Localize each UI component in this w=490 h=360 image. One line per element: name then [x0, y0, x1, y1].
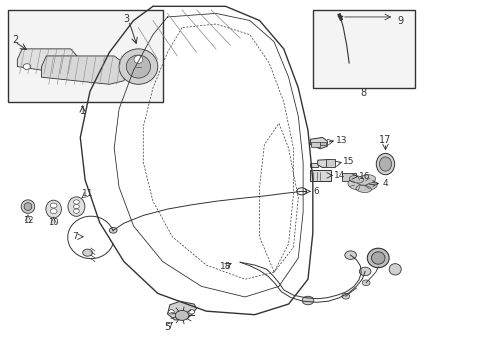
Text: 3: 3: [123, 14, 129, 24]
Circle shape: [302, 296, 314, 305]
Ellipse shape: [379, 157, 392, 171]
Ellipse shape: [21, 200, 35, 213]
Bar: [311, 142, 320, 147]
Text: 4: 4: [383, 179, 388, 188]
Text: 10: 10: [49, 218, 59, 227]
Text: 18: 18: [220, 262, 231, 271]
Text: 1: 1: [80, 106, 86, 116]
Polygon shape: [310, 163, 318, 167]
Ellipse shape: [371, 252, 385, 264]
Circle shape: [74, 200, 79, 204]
Text: 11: 11: [82, 189, 93, 198]
Text: 6: 6: [314, 187, 319, 196]
Circle shape: [169, 310, 174, 314]
Polygon shape: [310, 138, 327, 149]
Circle shape: [50, 203, 57, 208]
Bar: [320, 142, 326, 145]
Ellipse shape: [24, 203, 32, 211]
Text: 13: 13: [336, 136, 347, 145]
Text: 14: 14: [334, 171, 345, 180]
Circle shape: [362, 280, 370, 285]
Ellipse shape: [68, 197, 85, 216]
Polygon shape: [42, 56, 129, 84]
Circle shape: [297, 188, 307, 195]
Circle shape: [23, 64, 31, 69]
Circle shape: [359, 267, 371, 276]
Circle shape: [74, 209, 79, 213]
Ellipse shape: [389, 264, 401, 275]
Circle shape: [189, 310, 195, 314]
Circle shape: [83, 249, 93, 256]
Text: 16: 16: [359, 172, 371, 181]
Bar: [310, 170, 331, 181]
Ellipse shape: [134, 55, 143, 63]
Ellipse shape: [46, 200, 61, 218]
Text: 9: 9: [397, 15, 403, 26]
Ellipse shape: [357, 175, 375, 185]
Ellipse shape: [348, 177, 374, 190]
Bar: [326, 159, 335, 167]
Bar: [313, 10, 415, 88]
Circle shape: [342, 293, 350, 299]
Text: 12: 12: [23, 216, 33, 225]
Polygon shape: [17, 49, 80, 74]
Ellipse shape: [376, 153, 394, 175]
Ellipse shape: [368, 248, 389, 268]
Ellipse shape: [365, 183, 377, 190]
Ellipse shape: [356, 185, 371, 193]
Circle shape: [50, 209, 57, 214]
Text: 7: 7: [73, 232, 78, 241]
Circle shape: [175, 310, 189, 320]
Circle shape: [109, 228, 117, 233]
Text: 8: 8: [361, 88, 367, 98]
Polygon shape: [168, 301, 196, 320]
Text: 15: 15: [343, 157, 355, 166]
Text: 2: 2: [12, 35, 18, 45]
Ellipse shape: [126, 55, 150, 78]
Text: 17: 17: [379, 135, 392, 145]
Ellipse shape: [119, 49, 158, 84]
Circle shape: [345, 251, 356, 260]
Ellipse shape: [349, 176, 364, 183]
Bar: [8, 10, 163, 102]
Text: 5: 5: [164, 322, 171, 332]
Polygon shape: [318, 159, 331, 168]
Bar: [342, 172, 356, 181]
Circle shape: [74, 204, 79, 209]
